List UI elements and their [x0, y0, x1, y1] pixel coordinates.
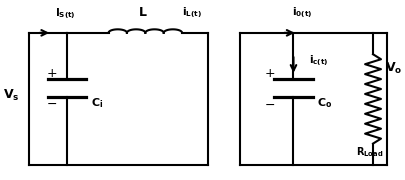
- Text: $\mathbf{i_{c(t)}}$: $\mathbf{i_{c(t)}}$: [309, 53, 328, 68]
- Text: $-$: $-$: [263, 98, 275, 111]
- Text: $\mathbf{i_{0(t)}}$: $\mathbf{i_{0(t)}}$: [291, 5, 311, 19]
- Text: $\mathbf{R_{Load}}$: $\mathbf{R_{Load}}$: [356, 145, 383, 159]
- Text: $+$: $+$: [263, 67, 275, 80]
- Text: $\mathbf{L}$: $\mathbf{L}$: [137, 6, 147, 19]
- Text: $-$: $-$: [46, 97, 58, 110]
- Text: $\mathbf{C_o}$: $\mathbf{C_o}$: [316, 96, 331, 110]
- Text: $\mathbf{V_s}$: $\mathbf{V_s}$: [3, 88, 19, 103]
- Text: $\mathbf{V_o}$: $\mathbf{V_o}$: [384, 61, 401, 76]
- Text: $\mathbf{C_i}$: $\mathbf{C_i}$: [90, 96, 103, 110]
- Text: $\mathbf{i_{L(t)}}$: $\mathbf{i_{L(t)}}$: [182, 5, 201, 19]
- Text: $+$: $+$: [46, 67, 58, 80]
- Text: $\mathbf{I_{S(t)}}$: $\mathbf{I_{S(t)}}$: [55, 7, 75, 21]
